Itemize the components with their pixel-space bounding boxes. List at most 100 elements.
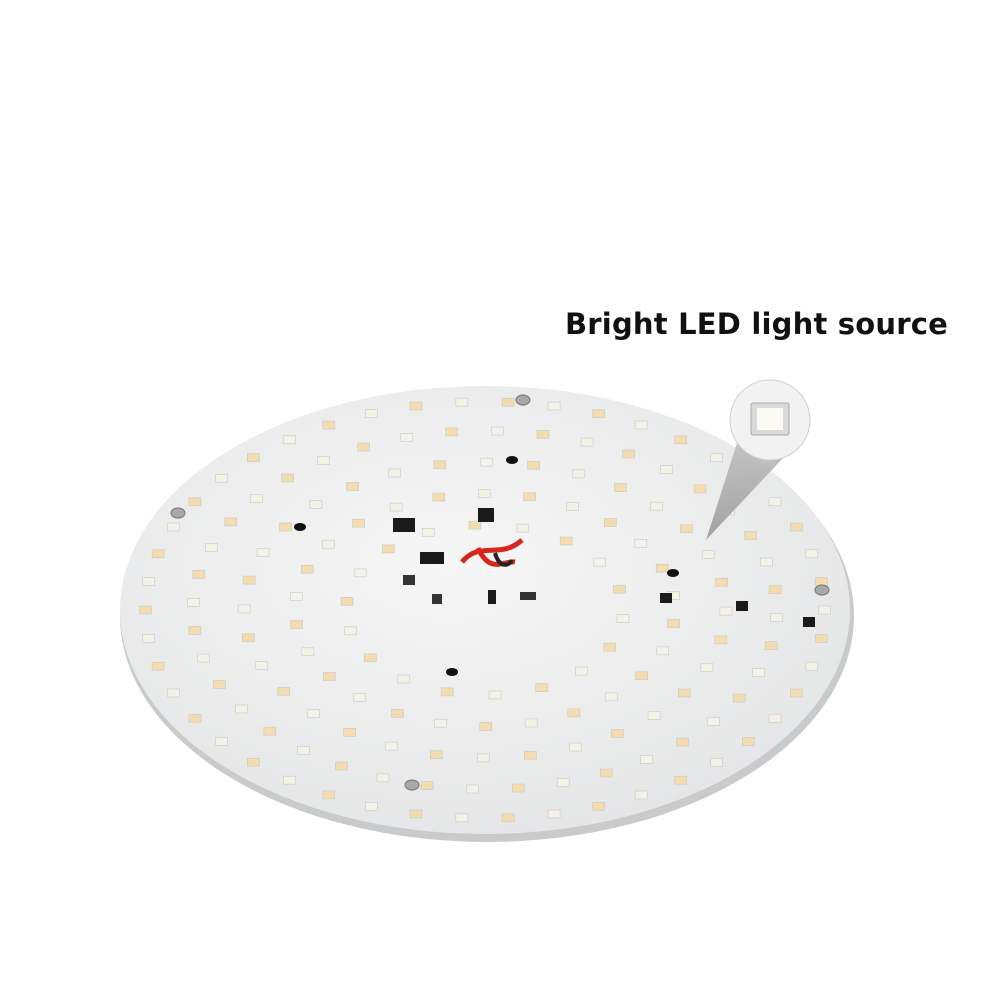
caption-text: Bright LED light source — [565, 307, 949, 341]
led-chip — [353, 568, 367, 578]
led-chip — [667, 619, 680, 628]
led-chip — [511, 783, 525, 793]
led-chip — [445, 427, 459, 437]
led-chip — [592, 801, 605, 811]
led-chip — [281, 473, 294, 483]
led-chip — [322, 539, 335, 549]
led-chip — [340, 597, 354, 606]
led-chip — [634, 539, 648, 548]
led-chip — [357, 442, 371, 452]
led-chip — [376, 773, 390, 783]
led-chip — [455, 813, 469, 823]
led-chip — [466, 784, 479, 794]
led-chip — [282, 775, 296, 785]
led-chip — [719, 606, 733, 616]
led-chip — [605, 692, 618, 702]
led-chip — [768, 585, 782, 594]
led-chip — [335, 761, 348, 771]
led-chip — [556, 778, 570, 787]
led-chip — [818, 605, 831, 615]
led-chip — [205, 543, 218, 552]
led-chip — [770, 613, 784, 622]
led-chip — [693, 484, 707, 494]
led-chip — [353, 693, 367, 702]
led-chip — [224, 517, 238, 527]
led-chip — [523, 750, 537, 760]
led-chip — [301, 647, 315, 657]
led-chip — [592, 409, 605, 419]
led-chip — [790, 522, 803, 532]
led-chip — [656, 646, 670, 656]
led-chip — [516, 523, 530, 533]
led-chip — [167, 688, 180, 698]
led-chip — [215, 474, 228, 483]
screw-icon — [515, 394, 531, 406]
led-chip — [678, 688, 691, 698]
led-chip-closeup-icon — [706, 379, 811, 540]
led-chip — [409, 401, 423, 411]
led-chip — [420, 781, 434, 790]
led-chip — [710, 453, 723, 463]
led-chip — [752, 668, 765, 677]
led-chip — [477, 489, 491, 498]
led-chip — [142, 634, 156, 643]
led-chip — [674, 775, 688, 785]
led-chip — [814, 634, 828, 643]
led-chip — [317, 456, 330, 465]
led-chip — [434, 718, 447, 728]
led-chip — [242, 575, 256, 585]
led-chip — [421, 528, 435, 537]
led-chip — [701, 550, 715, 559]
led-chip — [710, 757, 723, 767]
screw-icon — [404, 779, 420, 791]
led-chip — [197, 653, 210, 663]
led-chip — [742, 737, 755, 746]
led-chip — [634, 790, 648, 800]
led-chip — [480, 457, 494, 467]
led-chip — [634, 420, 648, 430]
led-chip — [744, 531, 757, 540]
led-chip — [242, 633, 255, 643]
led-chip — [455, 397, 469, 407]
led-chip — [732, 693, 746, 703]
led-chip — [290, 620, 303, 629]
led-chip — [365, 801, 378, 811]
screw-icon — [814, 584, 830, 596]
led-chip — [674, 435, 688, 445]
led-chip — [616, 614, 630, 623]
led-chip — [300, 564, 314, 574]
led-chip — [192, 570, 206, 579]
led-chip — [535, 683, 549, 692]
led-chip — [547, 809, 561, 819]
led-chip — [547, 401, 561, 411]
led-chip — [655, 563, 669, 573]
led-chip — [382, 544, 395, 554]
led-chip — [580, 437, 594, 447]
led-chip — [572, 469, 586, 479]
pcb-board — [120, 386, 850, 834]
led-chip — [282, 435, 296, 445]
led-chip — [346, 482, 359, 491]
led-chip — [760, 557, 773, 567]
mounting-holes — [294, 456, 679, 676]
led-chip — [613, 584, 626, 594]
led-chip — [440, 687, 454, 697]
led-chip — [569, 742, 582, 752]
led-chip — [388, 468, 401, 478]
led-chip — [309, 500, 323, 510]
led-chip — [640, 755, 653, 764]
led-chip — [433, 460, 447, 470]
led-chip — [790, 688, 803, 698]
led-chip — [488, 690, 502, 700]
led-chip — [479, 722, 493, 731]
led-chip — [501, 397, 515, 407]
led-chip — [647, 710, 661, 720]
led-chip — [676, 737, 689, 747]
led-chip — [186, 598, 200, 607]
led-chip — [397, 674, 411, 684]
led-chip — [235, 704, 248, 714]
led-chip — [263, 726, 277, 736]
led-chip — [151, 661, 165, 671]
led-chip — [603, 518, 617, 527]
